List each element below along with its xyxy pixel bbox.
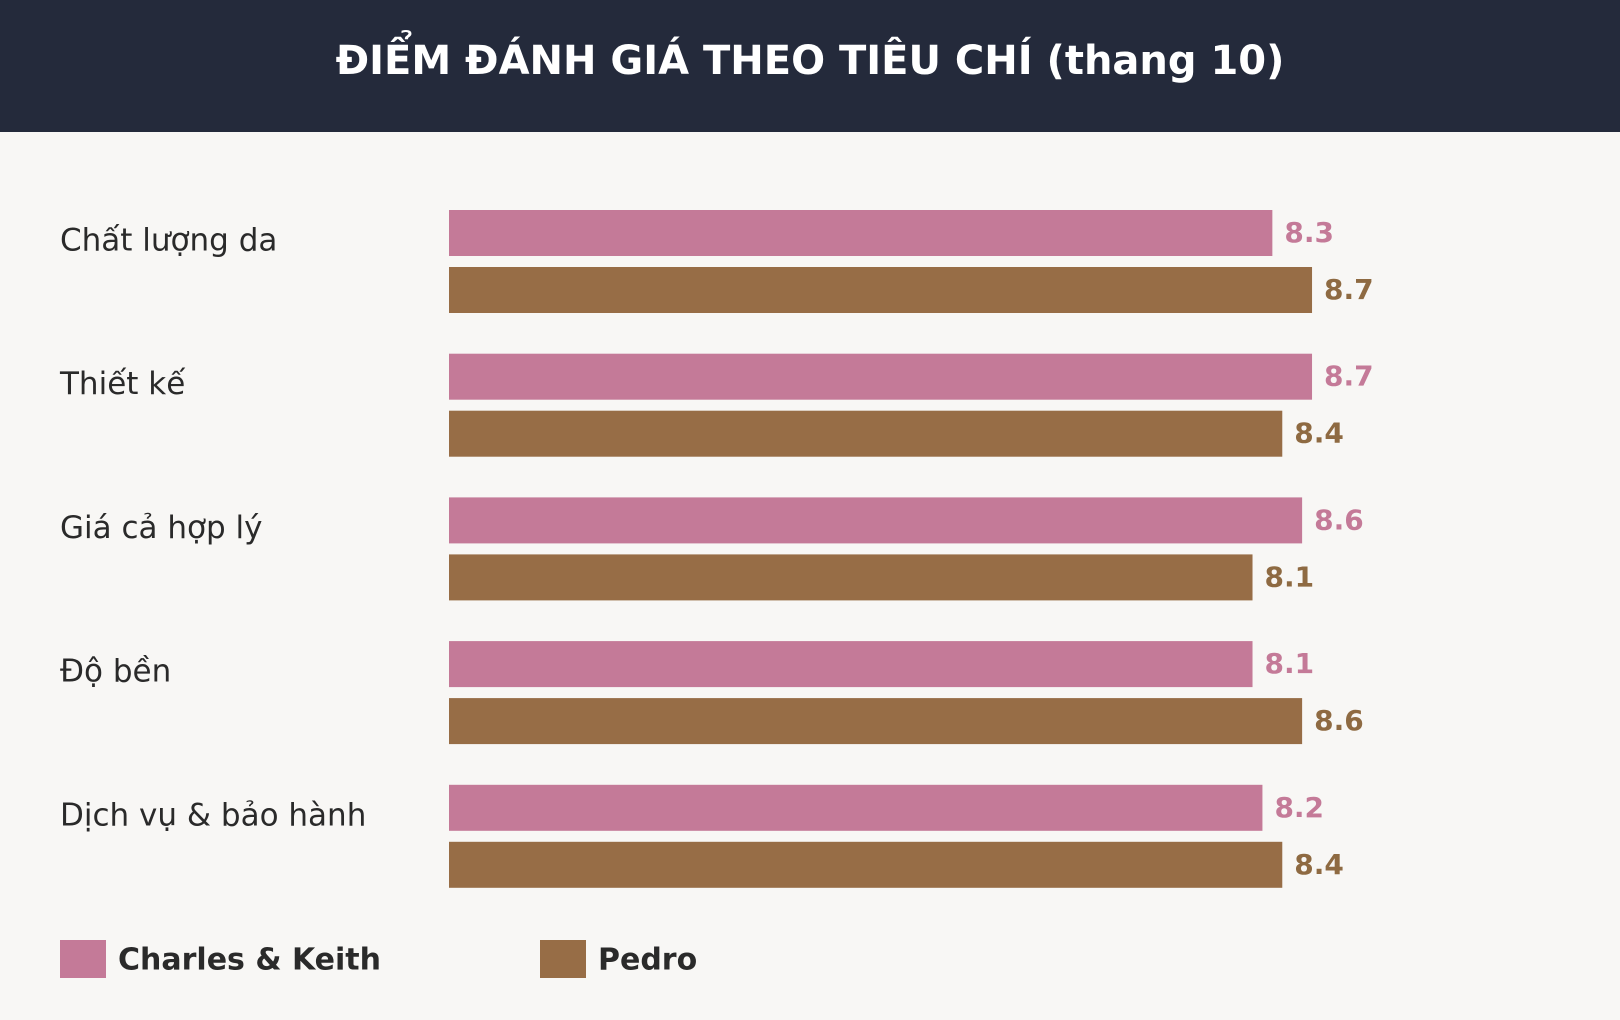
bar: [449, 841, 1283, 888]
value-label: 8.4: [1294, 417, 1344, 450]
category-label: Giá cả hợp lý: [60, 510, 262, 546]
bar: [449, 353, 1313, 400]
value-label: 8.6: [1314, 503, 1364, 536]
legend-swatch: [60, 940, 106, 978]
header-bar: [0, 0, 1620, 132]
category-label: Chất lượng da: [60, 223, 277, 259]
legend-swatch: [540, 940, 586, 978]
value-label: 8.1: [1265, 560, 1315, 593]
category-label: Dịch vụ & bảo hành: [60, 797, 366, 833]
bar: [449, 267, 1313, 313]
value-label: 8.2: [1274, 791, 1324, 824]
category-label: Độ bền: [60, 654, 171, 690]
bar: [449, 410, 1283, 457]
category-label: Thiết kế: [59, 366, 186, 402]
bar: [449, 698, 1303, 745]
value-label: 8.7: [1324, 360, 1374, 393]
legend-label: Pedro: [598, 943, 697, 978]
value-label: 8.3: [1284, 216, 1334, 249]
value-label: 8.7: [1324, 273, 1374, 306]
bar: [449, 210, 1273, 256]
bar: [449, 497, 1303, 544]
value-label: 8.4: [1294, 848, 1344, 881]
chart-title: ĐIỂM ĐÁNH GIÁ THEO TIÊU CHÍ (thang 10): [336, 29, 1285, 84]
bar: [449, 784, 1263, 831]
value-label: 8.6: [1314, 704, 1364, 737]
value-label: 8.1: [1265, 647, 1315, 680]
bar: [449, 554, 1253, 601]
bar: [449, 641, 1253, 688]
legend-label: Charles & Keith: [118, 943, 381, 978]
